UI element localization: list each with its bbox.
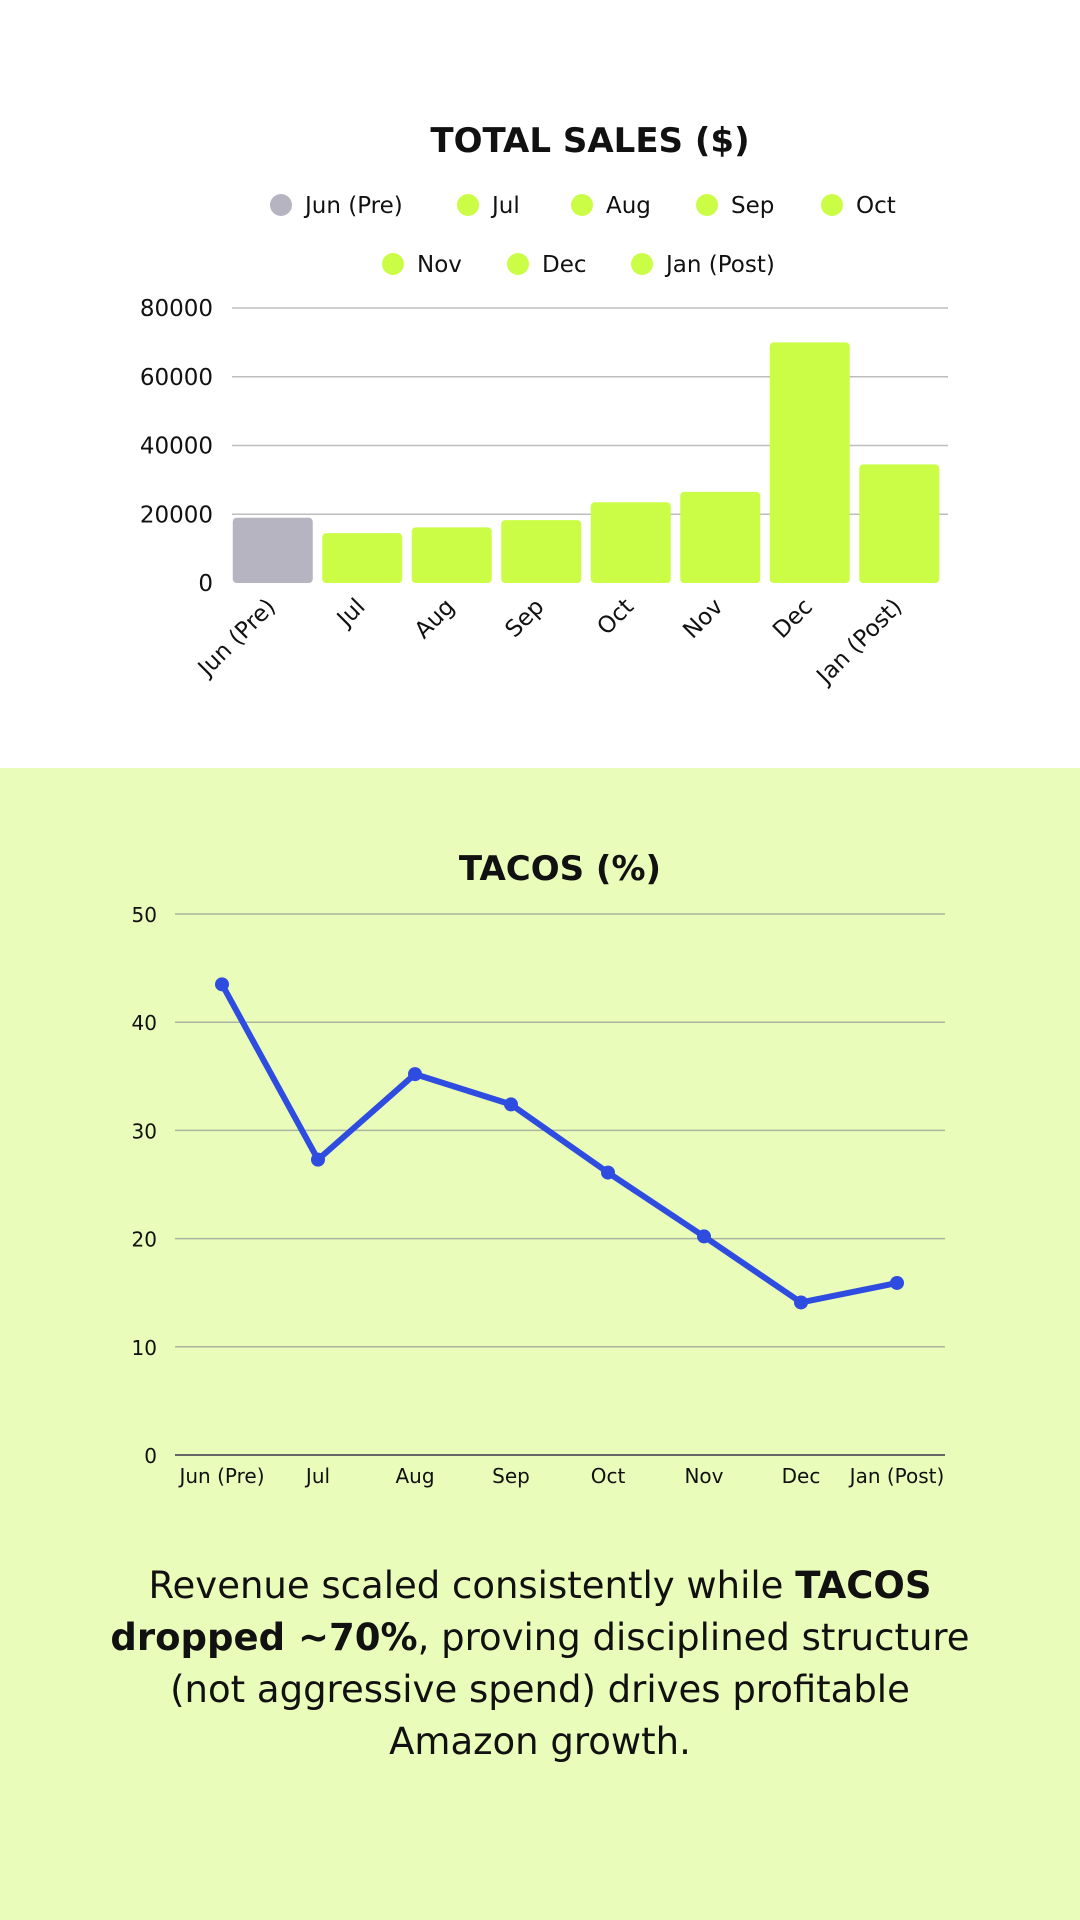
bar	[769, 342, 850, 583]
legend-label: Dec	[542, 252, 587, 278]
bar	[680, 491, 761, 583]
bar	[590, 502, 671, 583]
y-tick-label: 20000	[140, 502, 213, 528]
y-tick-label: 30	[132, 1119, 157, 1143]
y-tick-label: 20	[132, 1228, 157, 1252]
caption-part-1: Revenue scaled consistently while	[148, 1564, 796, 1607]
total-sales-bar-chart: TOTAL SALES ($) Jun (Pre) Jul Aug Sep Oct Nov D…	[140, 121, 948, 691]
legend-label: Nov	[417, 252, 462, 278]
y-tick-label: 0	[144, 1444, 157, 1468]
legend-swatch	[631, 253, 653, 275]
bar	[232, 517, 313, 583]
x-tick-label: Aug	[395, 1464, 434, 1488]
tacos-chart-title: TACOS (%)	[459, 849, 661, 889]
bar	[322, 533, 403, 583]
data-point	[408, 1067, 422, 1082]
x-tick-label: Jul	[304, 1464, 330, 1488]
legend-label: Oct	[856, 193, 896, 219]
legend-label: Jul	[490, 193, 520, 219]
legend-swatch	[571, 194, 593, 216]
x-tick-label: Jan (Post)	[848, 1464, 945, 1488]
sales-section	[0, 0, 1080, 768]
legend-swatch	[507, 253, 529, 275]
data-point	[215, 977, 229, 992]
legend-label: Sep	[731, 193, 774, 219]
x-tick-label: Nov	[684, 1464, 723, 1488]
y-tick-label: 0	[198, 571, 213, 597]
y-tick-label: 80000	[140, 296, 213, 322]
sales-chart-title: TOTAL SALES ($)	[430, 121, 749, 161]
data-point	[697, 1229, 711, 1244]
legend-label: Aug	[606, 193, 651, 219]
x-tick-label: Oct	[591, 1464, 626, 1488]
caption-part-2: , proving disciplined structure (not agg…	[170, 1616, 970, 1763]
summary-caption: Revenue scaled consistently while TACOS …	[90, 1560, 990, 1768]
legend-swatch	[821, 194, 843, 216]
x-tick-label: Jun (Pre)	[177, 1464, 264, 1488]
legend-label: Jan (Post)	[664, 252, 775, 278]
x-tick-label: Sep	[492, 1464, 530, 1488]
data-point	[794, 1295, 808, 1310]
tacos-series-line	[219, 981, 900, 1306]
data-point	[504, 1097, 518, 1112]
y-tick-label: 60000	[140, 365, 213, 391]
legend-swatch	[270, 194, 292, 216]
legend-swatch	[457, 194, 479, 216]
y-tick-label: 40000	[140, 434, 213, 460]
y-tick-label: 50	[132, 903, 157, 927]
bar	[859, 464, 940, 583]
bar	[501, 520, 582, 583]
x-tick-label: Dec	[782, 1464, 821, 1488]
legend-swatch	[382, 253, 404, 275]
legend-label: Jun (Pre)	[303, 193, 403, 219]
data-point	[601, 1165, 615, 1180]
bar	[411, 527, 492, 583]
y-tick-label: 10	[132, 1336, 157, 1360]
data-point	[890, 1275, 904, 1290]
tacos-section	[0, 768, 1080, 1920]
data-point	[311, 1152, 325, 1167]
y-tick-label: 40	[132, 1011, 157, 1035]
caption-bold: TACOS dropped ~70%	[110, 1564, 932, 1659]
legend-swatch	[696, 194, 718, 216]
